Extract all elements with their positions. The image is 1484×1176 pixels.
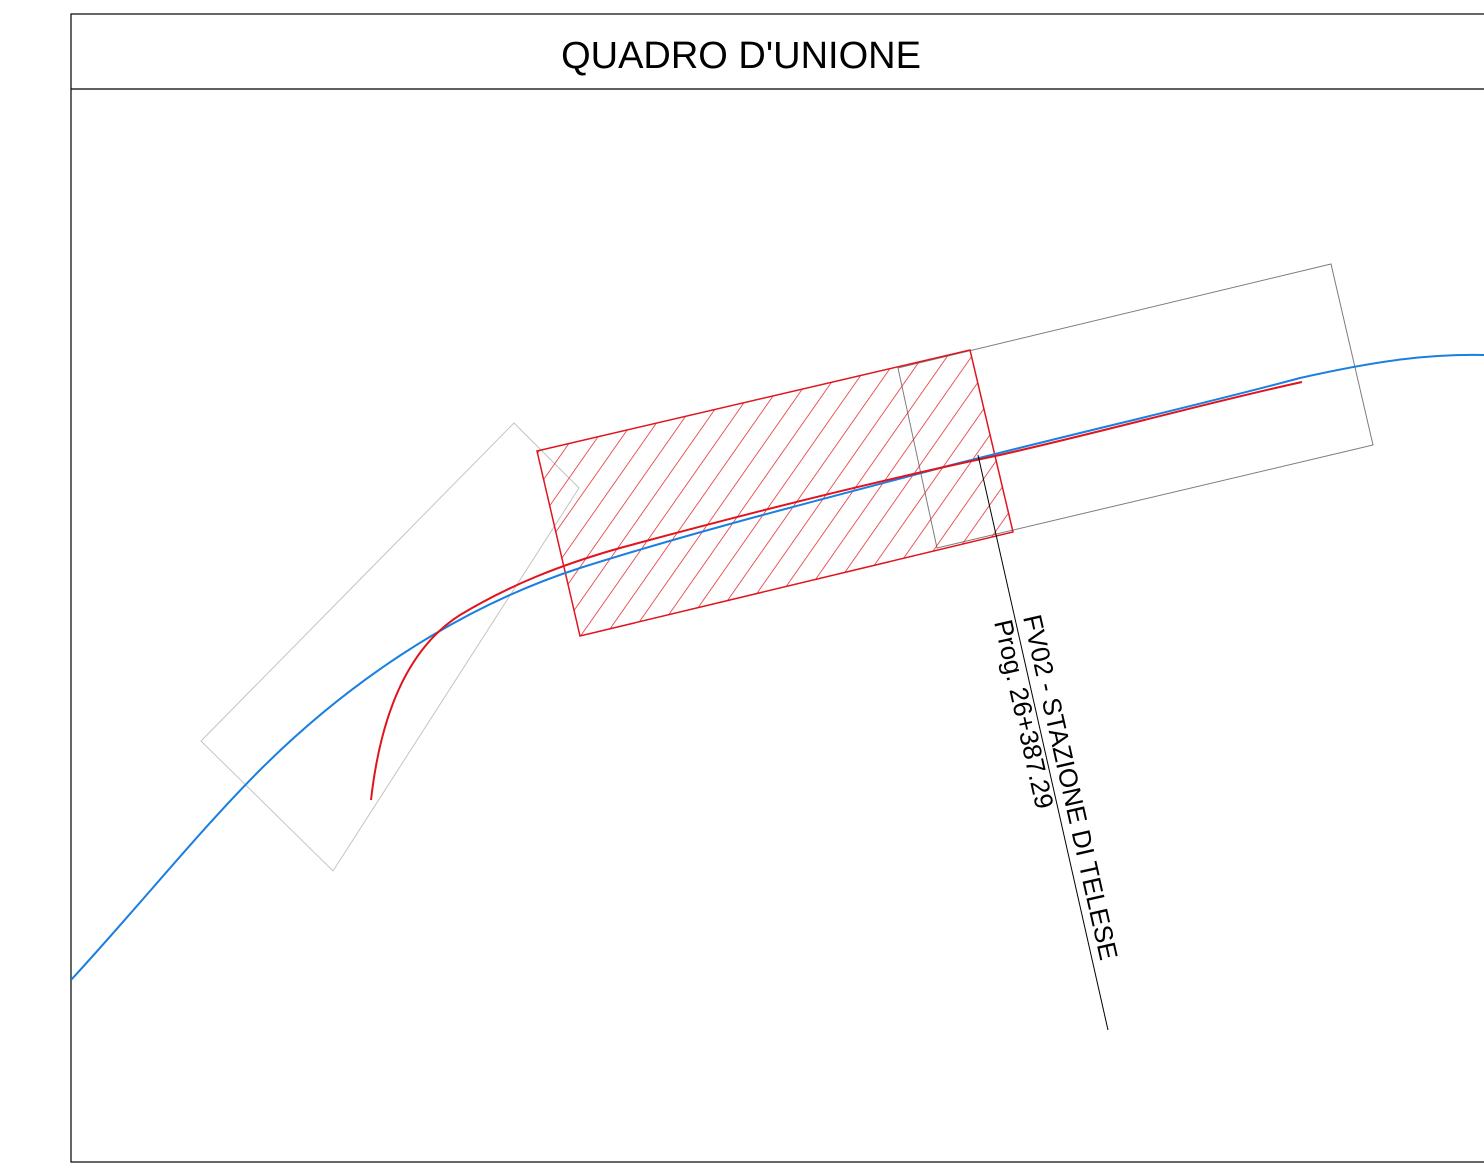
station-callout-line [977, 454, 1109, 1031]
secondary-alignment-line [370, 381, 1303, 801]
drawing-frame [70, 13, 1484, 1163]
map-area [71, 263, 1484, 1031]
main-alignment-line [71, 353, 1484, 981]
page-title: QUADRO D'UNIONE [561, 35, 921, 77]
sheet-outline-left [200, 422, 580, 872]
highlighted-sheet [536, 349, 1014, 637]
